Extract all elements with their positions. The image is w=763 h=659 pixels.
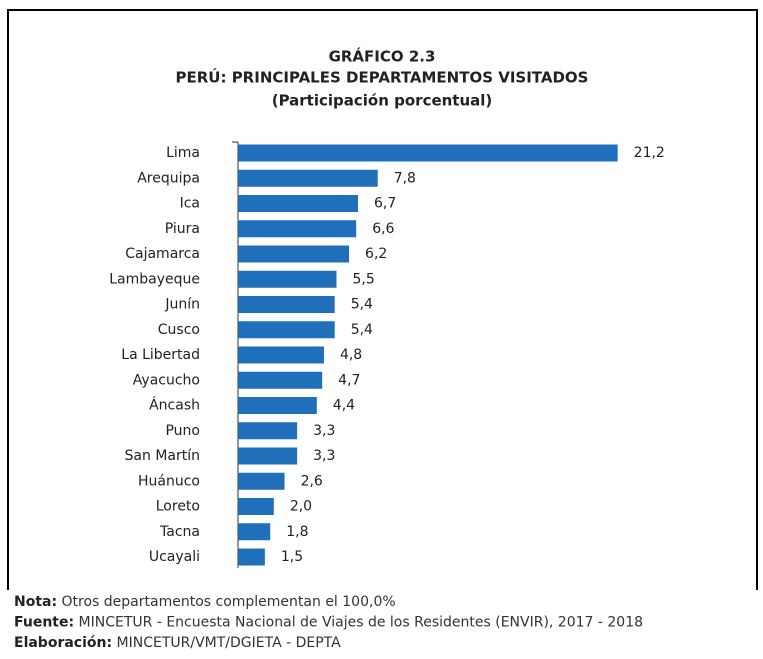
bar [238,548,265,566]
bar [238,144,618,162]
value-label: 4,4 [333,398,355,414]
category-label: Cajamarca [125,246,200,262]
bar [238,498,274,515]
bar [238,371,323,389]
category-label: Ucayali [149,549,200,565]
category-label: Arequipa [137,170,200,186]
note-text: MINCETUR/VMT/DGIETA - DEPTA [112,635,341,651]
category-label: Lima [166,145,200,161]
frame [7,9,758,590]
bar [238,422,298,440]
bar [238,472,285,490]
category-label: Áncash [149,397,200,414]
unit-label: (Participación porcentual) [272,92,493,110]
value-label: 6,7 [374,196,396,212]
note-label: Fuente: [14,615,74,631]
note: Fuente: MINCETUR - Encuesta Nacional de … [14,615,643,631]
category-label: Lambayeque [109,271,200,287]
note-label: Nota: [14,594,57,610]
category-label: San Martín [125,448,200,464]
note-label: Elaboración: [14,635,112,651]
bar [238,447,298,465]
bar [238,321,335,339]
value-label: 3,3 [313,423,335,439]
value-label: 7,8 [394,170,416,186]
category-label: Junín [164,297,200,313]
bar [238,523,271,541]
value-label: 1,5 [281,549,303,565]
category-label: Puno [165,423,200,439]
value-label: 6,6 [372,221,394,237]
category-label: Huánuco [138,473,200,489]
value-label: 5,4 [351,322,373,338]
value-label: 3,3 [313,448,335,464]
value-label: 2,6 [301,473,323,489]
value-label: 2,0 [290,499,312,515]
value-label: 5,4 [351,297,373,313]
bar [238,195,358,212]
value-label: 1,8 [286,524,308,540]
value-label: 21,2 [634,145,665,161]
category-label: Loreto [156,499,200,515]
bar [238,296,335,313]
category-label: Cusco [158,322,200,338]
bar [238,397,317,414]
bar [238,270,337,288]
bar [238,245,350,263]
note-text: MINCETUR - Encuesta Nacional de Viajes d… [74,615,643,631]
category-label: Ica [180,196,200,212]
category-label: Piura [165,221,200,237]
note-text: Otros departamentos complementan el 100,… [57,594,396,610]
value-label: 6,2 [365,246,387,262]
category-label: Tacna [159,524,200,540]
value-label: 4,8 [340,347,362,363]
bar [238,169,378,187]
chart-title: GRÁFICO 2.3 [329,47,436,66]
chart-subtitle: PERÚ: PRINCIPALES DEPARTAMENTOS VISITADO… [176,68,589,87]
note: Nota: Otros departamentos complementan e… [14,594,396,610]
category-label: La Libertad [121,347,200,363]
bar [238,346,324,364]
value-label: 5,5 [353,271,375,287]
value-label: 4,7 [338,372,360,388]
note: Elaboración: MINCETUR/VMT/DGIETA - DEPTA [14,635,341,651]
bar [238,220,357,238]
category-label: Ayacucho [133,372,200,388]
